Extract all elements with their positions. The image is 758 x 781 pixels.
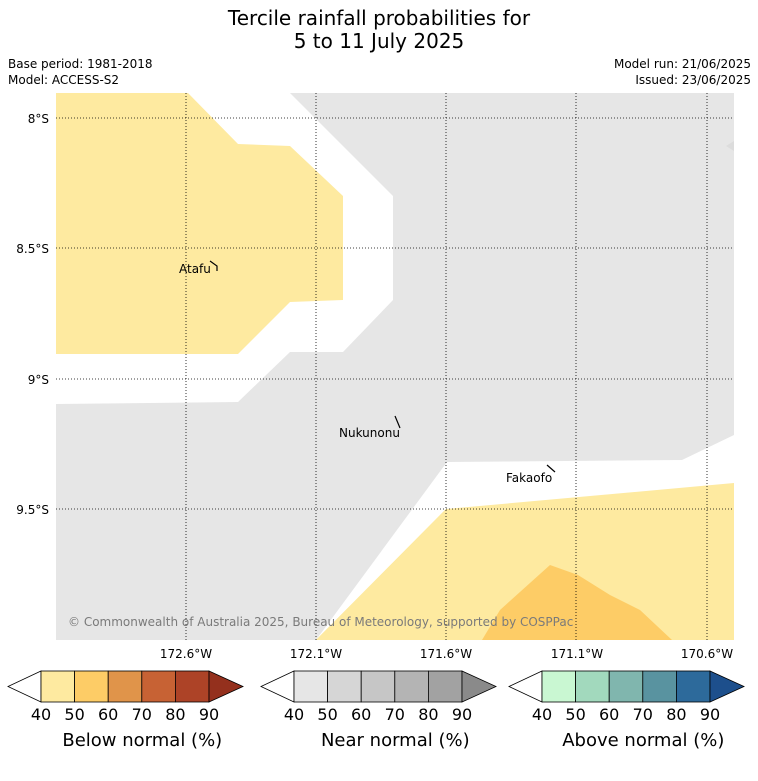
colorbar-tick-label: 60 <box>98 705 119 724</box>
lon-label-172-6: 172.6°W <box>160 647 212 661</box>
fakaofo-atoll-outline <box>546 464 556 473</box>
colorbar-tick-label: 80 <box>165 705 186 724</box>
lon-label-172-1: 172.1°W <box>290 647 342 661</box>
colorbar-extend-high <box>709 670 745 703</box>
colorbar-swatch <box>174 670 210 703</box>
below-normal-region-south-b <box>316 483 734 640</box>
colorbar-swatch <box>608 670 644 703</box>
model-label: Model: ACCESS-S2 <box>8 73 120 87</box>
colorbar-tick-label: 40 <box>283 705 305 724</box>
colorbar-extend-high <box>208 670 244 703</box>
below-normal-50-region <box>482 565 672 640</box>
near-normal-edge <box>726 141 734 151</box>
below-normal-region-north <box>56 93 343 354</box>
nukunonu-atoll-outline <box>394 415 401 429</box>
colorbars <box>7 670 745 703</box>
colorbar-tick-label: 80 <box>418 705 439 724</box>
place-label-fakaofo: Fakaofo <box>506 471 552 485</box>
colorbar-swatch <box>141 670 176 703</box>
colorbar-tick-label: 90 <box>451 705 473 724</box>
colorbar-tick-label: 80 <box>666 705 687 724</box>
colorbar-swatch <box>360 670 396 703</box>
lat-label-9: 9°S <box>28 373 49 387</box>
lat-label-8: 8°S <box>28 112 49 126</box>
colorbar-extend-high <box>461 670 497 703</box>
colorbar-tick-label: 90 <box>699 705 721 724</box>
colorbar-extend-low <box>7 670 42 703</box>
lon-label-171-1: 171.1°W <box>551 647 603 661</box>
colorbar-tick-label: 50 <box>565 705 586 724</box>
colorbar-swatch <box>394 670 429 703</box>
colorbar-title: Near normal (%) <box>320 730 470 751</box>
colorbar-tick-label: 50 <box>317 705 338 724</box>
title-line-2: 5 to 11 July 2025 <box>293 29 465 53</box>
colorbar-tick-label: 40 <box>531 705 553 724</box>
issued-label: Issued: 23/06/2025 <box>635 73 751 87</box>
colorbar-tick-label: 70 <box>131 705 152 724</box>
colorbar-title: Above normal (%) <box>562 730 725 751</box>
colorbar-swatch <box>642 670 677 703</box>
colorbar-tick-label: 90 <box>198 705 220 724</box>
title-line-1: Tercile rainfall probabilities for <box>227 6 531 30</box>
colorbar-swatch <box>74 670 109 703</box>
colorbar-swatch <box>107 670 143 703</box>
colorbar-tick-label: 60 <box>599 705 620 724</box>
lon-label-170-6: 170.6°W <box>681 647 733 661</box>
colorbar-swatch <box>293 670 328 703</box>
colorbar-tick-label: 60 <box>351 705 372 724</box>
colorbar-swatch <box>575 670 610 703</box>
base-period-label: Base period: 1981-2018 <box>8 57 153 71</box>
lat-label-9-5: 9.5°S <box>16 503 49 517</box>
colorbar-extend-low <box>508 670 543 703</box>
atafu-atoll-outline <box>209 260 218 271</box>
copyright-notice: © Commonwealth of Australia 2025, Bureau… <box>68 615 573 629</box>
colorbar-tick-label: 70 <box>384 705 405 724</box>
colorbar-swatch <box>40 670 75 703</box>
lon-label-171-6: 171.6°W <box>420 647 472 661</box>
colorbar-swatch <box>327 670 362 703</box>
colorbar-swatch <box>427 670 463 703</box>
colorbar-tick-label: 70 <box>632 705 653 724</box>
place-label-atafu: Atafu <box>179 262 211 276</box>
near-normal-region <box>56 93 734 640</box>
colorbar-swatch <box>676 670 711 703</box>
lat-label-8-5: 8.5°S <box>16 242 49 256</box>
colorbar-title: Below normal (%) <box>62 730 223 751</box>
place-label-nukunonu: Nukunonu <box>339 426 400 440</box>
colorbar-tick-label: 40 <box>30 705 52 724</box>
model-run-label: Model run: 21/06/2025 <box>613 57 751 71</box>
colorbar-swatch <box>541 670 576 703</box>
colorbar-tick-label: 50 <box>64 705 85 724</box>
colorbar-extend-low <box>260 670 295 703</box>
